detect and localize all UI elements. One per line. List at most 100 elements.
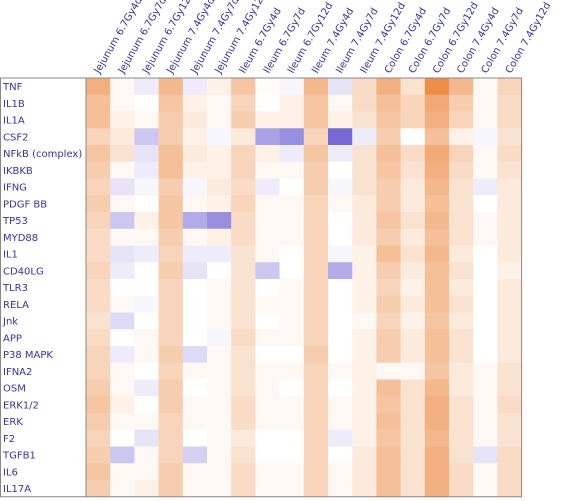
- heatmap-cell-rela-ileum-7-4gy12d: [352, 295, 377, 313]
- heatmap-cell-il17a-jejunum-6-7gy12d: [134, 480, 159, 498]
- heatmap-cell-osm-colon-6-7gy7d: [400, 379, 426, 397]
- heatmap-cell-tgfb1-jejunum-7-4gy7d: [182, 446, 208, 464]
- heatmap-cell-rela-jejunum-6-7gy7d: [110, 295, 135, 313]
- heatmap-cell-il17a-colon-6-7gy12d: [424, 480, 450, 498]
- heatmap-cell-app-colon-6-7gy7d: [400, 329, 426, 347]
- heatmap-cell-cd40lg-jejunum-7-4gy4d: [158, 262, 184, 280]
- heatmap-cell-jnk-ileum-7-4gy4d: [303, 312, 329, 330]
- heatmap-cell-il17a-ileum-7-4gy12d: [352, 480, 377, 498]
- heatmap-cell-ifng-jejunum-6-7gy12d: [134, 178, 159, 196]
- heatmap-cell-tgfb1-ileum-7-4gy12d: [352, 446, 377, 464]
- heatmap-cell-ikbkb-ileum-7-4gy7d: [328, 161, 353, 179]
- row-label-tgfb1: TGFB1: [2, 451, 36, 462]
- heatmap-cell-il6-colon-7-4gy4d: [449, 463, 474, 481]
- heatmap-cell-ifna2-ileum-7-4gy7d: [328, 362, 353, 380]
- heatmap-cell-il1a-colon-6-7gy12d: [424, 111, 450, 129]
- heatmap-cell-tlr3-colon-7-4gy12d: [497, 279, 522, 297]
- heatmap-cell-erk1-2-ileum-6-7gy4d: [231, 396, 256, 414]
- heatmap-cell-f2-jejunum-7-4gy7d: [182, 429, 208, 447]
- row-label-ifna2: IFNA2: [3, 367, 32, 378]
- heatmap-cell-erk-jejunum-7-4gy7d: [182, 413, 208, 431]
- heatmap-cell-il1-jejunum-7-4gy12d: [207, 245, 232, 263]
- row-label-cd40lg: CD40LG: [3, 266, 44, 277]
- heatmap-cell-il1-jejunum-7-4gy7d: [182, 245, 208, 263]
- heatmap-cell-tp53-ileum-7-4gy7d: [328, 212, 353, 230]
- heatmap-cell-il1b-colon-7-4gy4d: [449, 94, 474, 112]
- heatmap-cell-il1b-ileum-6-7gy12d: [279, 94, 305, 112]
- heatmap-cell-il6-jejunum-6-7gy12d: [134, 463, 159, 481]
- heatmap-cell-il17a-ileum-6-7gy12d: [279, 480, 305, 498]
- heatmap-cell-pdgf-bb-ileum-7-4gy4d: [303, 195, 329, 213]
- heatmap-cell-tnf-ileum-6-7gy7d: [255, 78, 280, 96]
- heatmap-cell-app-colon-7-4gy7d: [473, 329, 498, 347]
- heatmap-cell-ikbkb-jejunum-6-7gy4d: [86, 161, 111, 179]
- heatmap-cell-il1b-ileum-7-4gy7d: [328, 94, 353, 112]
- heatmap-cell-ifna2-colon-6-7gy4d: [376, 362, 401, 380]
- heatmap-cell-ifng-colon-7-4gy12d: [497, 178, 522, 196]
- heatmap-cell-tgfb1-colon-7-4gy12d: [497, 446, 522, 464]
- heatmap-cell-csf2-jejunum-6-7gy12d: [134, 128, 159, 146]
- heatmap-cell-rela-ileum-6-7gy12d: [279, 295, 305, 313]
- heatmap-cell-myd88-colon-6-7gy4d: [376, 228, 401, 246]
- heatmap-cell-pdgf-bb-jejunum-7-4gy7d: [182, 195, 208, 213]
- heatmap-cell-rela-colon-6-7gy12d: [424, 295, 450, 313]
- heatmap-cell-erk-jejunum-6-7gy12d: [134, 413, 159, 431]
- heatmap-cell-osm-ileum-6-7gy4d: [231, 379, 256, 397]
- heatmap-cell-cd40lg-colon-6-7gy7d: [400, 262, 426, 280]
- row-label-tp53: TP53: [2, 216, 28, 227]
- heatmap-cell-il1b-ileum-7-4gy4d: [303, 94, 329, 112]
- heatmap-cell-myd88-jejunum-6-7gy7d: [110, 228, 135, 246]
- row-label-ikbkb: IKBKB: [3, 166, 33, 177]
- heatmap-cell-nfkb-complex-colon-6-7gy4d: [376, 145, 401, 163]
- heatmap-cell-il1b-colon-6-7gy4d: [376, 94, 401, 112]
- heatmap-cell-pdgf-bb-ileum-7-4gy12d: [352, 195, 377, 213]
- heatmap-cell-il6-ileum-6-7gy12d: [279, 463, 305, 481]
- heatmap-cell-rela-ileum-7-4gy4d: [303, 295, 329, 313]
- heatmap-cell-tp53-jejunum-6-7gy12d: [134, 212, 159, 230]
- heatmap-cell-il1a-ileum-7-4gy4d: [303, 111, 329, 129]
- heatmap-cell-pdgf-bb-jejunum-7-4gy12d: [207, 195, 232, 213]
- row-label-f2: F2: [3, 434, 15, 445]
- row-label-il1a: IL1A: [3, 116, 25, 127]
- heatmap-cell-cd40lg-colon-7-4gy7d: [473, 262, 498, 280]
- heatmap-cell-tnf-colon-6-7gy4d: [376, 78, 401, 96]
- heatmap-cell-tlr3-jejunum-7-4gy7d: [182, 279, 208, 297]
- heatmap-cell-erk-colon-6-7gy12d: [424, 413, 450, 431]
- heatmap-cell-il17a-jejunum-6-7gy7d: [110, 480, 135, 498]
- heatmap-cell-il1b-ileum-6-7gy7d: [255, 94, 280, 112]
- heatmap-cell-il1a-ileum-7-4gy12d: [352, 111, 377, 129]
- heatmap-cell-cd40lg-ileum-6-7gy4d: [231, 262, 256, 280]
- heatmap-cell-app-jejunum-6-7gy12d: [134, 329, 159, 347]
- heatmap-cell-osm-ileum-6-7gy12d: [279, 379, 305, 397]
- heatmap-cell-myd88-colon-6-7gy12d: [424, 228, 450, 246]
- heatmap-cell-il17a-colon-6-7gy7d: [400, 480, 426, 498]
- heatmap-cell-tnf-jejunum-6-7gy7d: [110, 78, 135, 96]
- heatmap-cell-tp53-ileum-6-7gy4d: [231, 212, 256, 230]
- heatmap-cell-tp53-colon-6-7gy7d: [400, 212, 426, 230]
- heatmap-cell-p38-mapk-colon-7-4gy12d: [497, 346, 522, 364]
- heatmap-cell-f2-jejunum-6-7gy7d: [110, 429, 135, 447]
- heatmap-cell-cd40lg-jejunum-6-7gy12d: [134, 262, 159, 280]
- heatmap-cell-tp53-colon-6-7gy4d: [376, 212, 401, 230]
- heatmap-cell-pdgf-bb-colon-6-7gy12d: [424, 195, 450, 213]
- heatmap-cell-il1a-ileum-6-7gy12d: [279, 111, 305, 129]
- heatmap-cell-il1-jejunum-7-4gy4d: [158, 245, 184, 263]
- heatmap-cell-p38-mapk-ileum-6-7gy7d: [255, 346, 280, 364]
- heatmap-cell-app-jejunum-6-7gy7d: [110, 329, 135, 347]
- row-label-myd88: MYD88: [3, 233, 38, 244]
- heatmap-cell-ifna2-ileum-6-7gy4d: [231, 362, 256, 380]
- heatmap-cell-jnk-jejunum-6-7gy7d: [110, 312, 135, 330]
- heatmap-cell-ifng-colon-6-7gy12d: [424, 178, 450, 196]
- heatmap-cell-il1a-jejunum-7-4gy7d: [182, 111, 208, 129]
- heatmap-cell-nfkb-complex-ileum-7-4gy12d: [352, 145, 377, 163]
- heatmap-cell-csf2-ileum-7-4gy12d: [352, 128, 377, 146]
- heatmap-cell-erk1-2-ileum-7-4gy12d: [352, 396, 377, 414]
- heatmap-cell-f2-ileum-6-7gy7d: [255, 429, 280, 447]
- heatmap-cell-rela-jejunum-7-4gy4d: [158, 295, 184, 313]
- heatmap-cell-pdgf-bb-ileum-6-7gy12d: [279, 195, 305, 213]
- heatmap-cell-nfkb-complex-jejunum-6-7gy7d: [110, 145, 135, 163]
- heatmap-cell-il1b-colon-6-7gy12d: [424, 94, 450, 112]
- heatmap-cell-erk1-2-jejunum-6-7gy4d: [86, 396, 111, 414]
- heatmap-cell-p38-mapk-jejunum-6-7gy12d: [134, 346, 159, 364]
- heatmap-cell-cd40lg-jejunum-7-4gy12d: [207, 262, 232, 280]
